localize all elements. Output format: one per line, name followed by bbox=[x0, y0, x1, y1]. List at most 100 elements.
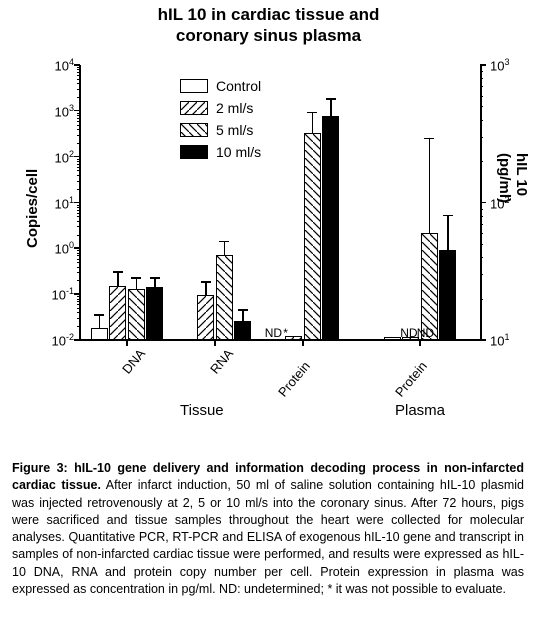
bar-DNA-control bbox=[91, 328, 108, 340]
errbar-cap bbox=[201, 281, 211, 283]
legend-label: 2 ml/s bbox=[216, 100, 253, 116]
y-left-tick bbox=[74, 339, 80, 341]
y-left-minor-tick bbox=[77, 250, 80, 251]
bar-DNA-5mls bbox=[128, 289, 145, 340]
y-left-minor-tick bbox=[77, 312, 80, 313]
y-left-label: Copies/cell bbox=[24, 168, 41, 247]
errbar bbox=[224, 242, 226, 256]
y-left-minor-tick bbox=[77, 97, 80, 98]
y-left-minor-tick bbox=[77, 207, 80, 208]
y-right-tick-label: 103 bbox=[490, 57, 509, 73]
y-left-minor-tick bbox=[77, 75, 80, 76]
y-right-minor-tick bbox=[480, 299, 483, 300]
x-cat-label: Protein bbox=[392, 359, 430, 400]
chart-area: 10-210-1100101102103104Copies/cell101102… bbox=[80, 65, 480, 340]
y-left-tick-label: 101 bbox=[38, 195, 74, 211]
bar-Protein-10mls bbox=[322, 116, 339, 340]
xgroup-plasma: Plasma bbox=[395, 402, 445, 419]
y-left-tick-label: 104 bbox=[38, 57, 74, 73]
y-right-minor-tick bbox=[480, 78, 483, 79]
y-left-minor-tick bbox=[77, 121, 80, 122]
y-left-minor-tick bbox=[77, 135, 80, 136]
y-right-minor-tick bbox=[480, 274, 483, 275]
y-left-minor-tick bbox=[77, 210, 80, 211]
legend-item: 10 ml/s bbox=[180, 141, 261, 163]
y-left-minor-tick bbox=[77, 72, 80, 73]
y-right-label: hIL 10 (pg/ml) bbox=[496, 153, 530, 203]
y-left-tick-label: 10-1 bbox=[38, 286, 74, 302]
errbar-cap bbox=[131, 277, 141, 279]
caption-body: After infarct induction, 50 ml of saline… bbox=[12, 478, 524, 596]
nd-annotation: ND bbox=[265, 326, 282, 340]
x-tick bbox=[214, 340, 216, 346]
x-tick bbox=[419, 340, 421, 346]
y-left-minor-tick bbox=[77, 205, 80, 206]
errbar bbox=[429, 139, 431, 233]
legend-swatch-10mls bbox=[180, 145, 208, 159]
bar-Protein-5mls bbox=[421, 233, 438, 340]
nd-annotation: ND bbox=[400, 326, 417, 340]
y-right-minor-tick bbox=[480, 106, 483, 107]
y-right-minor-tick bbox=[480, 86, 483, 87]
y-right-minor-tick bbox=[480, 244, 483, 245]
y-left-minor-tick bbox=[77, 221, 80, 222]
figure-caption: Figure 3: hIL-10 gene delivery and infor… bbox=[12, 460, 524, 598]
nd-annotation: * bbox=[283, 326, 288, 340]
y-left-tick-label: 102 bbox=[38, 149, 74, 165]
y-left-minor-tick bbox=[77, 267, 80, 268]
y-left-minor-tick bbox=[77, 83, 80, 84]
y-left-minor-tick bbox=[77, 253, 80, 254]
legend: Control 2 ml/s 5 ml/s 10 ml/s bbox=[180, 75, 261, 163]
bar-Protein-control bbox=[384, 337, 401, 340]
legend-label: 10 ml/s bbox=[216, 144, 261, 160]
chart-title: hIL 10 in cardiac tissue and coronary si… bbox=[0, 4, 537, 47]
errbar bbox=[117, 272, 119, 286]
bar-RNA-10mls bbox=[234, 321, 251, 340]
y-left-minor-tick bbox=[77, 255, 80, 256]
y-left-minor-tick bbox=[77, 262, 80, 263]
y-left-minor-tick bbox=[77, 280, 80, 281]
y-left-minor-tick bbox=[77, 296, 80, 297]
legend-swatch-5mls bbox=[180, 123, 208, 137]
y-left-minor-tick bbox=[77, 118, 80, 119]
y-right-tick-label: 101 bbox=[490, 332, 509, 348]
errbar-cap bbox=[238, 309, 248, 311]
legend-label: 5 ml/s bbox=[216, 122, 253, 138]
x-cat-label: DNA bbox=[119, 346, 148, 377]
y-left-minor-tick bbox=[77, 170, 80, 171]
y-left-minor-tick bbox=[77, 129, 80, 130]
errbar bbox=[99, 315, 101, 328]
nd-annotation: ND bbox=[417, 326, 434, 340]
legend-swatch-control bbox=[180, 79, 208, 93]
y-left-minor-tick bbox=[77, 89, 80, 90]
legend-label: Control bbox=[216, 78, 261, 94]
y-left-tick bbox=[74, 202, 80, 204]
y-right-minor-tick bbox=[480, 257, 483, 258]
errbar bbox=[330, 99, 332, 116]
y-right-minor-tick bbox=[480, 120, 483, 121]
x-tick bbox=[302, 340, 304, 346]
bar-RNA-5mls bbox=[216, 255, 233, 340]
errbar-cap bbox=[443, 215, 453, 217]
y-right-tick bbox=[480, 64, 486, 66]
errbar-cap bbox=[113, 271, 123, 273]
errbar bbox=[242, 310, 244, 321]
errbar-cap bbox=[307, 112, 317, 114]
y-left-tick bbox=[74, 247, 80, 249]
errbar bbox=[312, 113, 314, 133]
y-left-minor-tick bbox=[77, 318, 80, 319]
legend-item: 2 ml/s bbox=[180, 97, 261, 119]
legend-item: 5 ml/s bbox=[180, 119, 261, 141]
y-left-minor-tick bbox=[77, 299, 80, 300]
y-left-tick bbox=[74, 64, 80, 66]
y-left-minor-tick bbox=[77, 159, 80, 160]
y-left-minor-tick bbox=[77, 272, 80, 273]
x-tick bbox=[126, 340, 128, 346]
y-left-minor-tick bbox=[77, 213, 80, 214]
y-right-minor-tick bbox=[480, 233, 483, 234]
errbar-cap bbox=[424, 138, 434, 140]
y-left-tick-label: 103 bbox=[38, 103, 74, 119]
errbar-cap bbox=[94, 314, 104, 316]
y-left-minor-tick bbox=[77, 143, 80, 144]
y-left-minor-tick bbox=[77, 189, 80, 190]
